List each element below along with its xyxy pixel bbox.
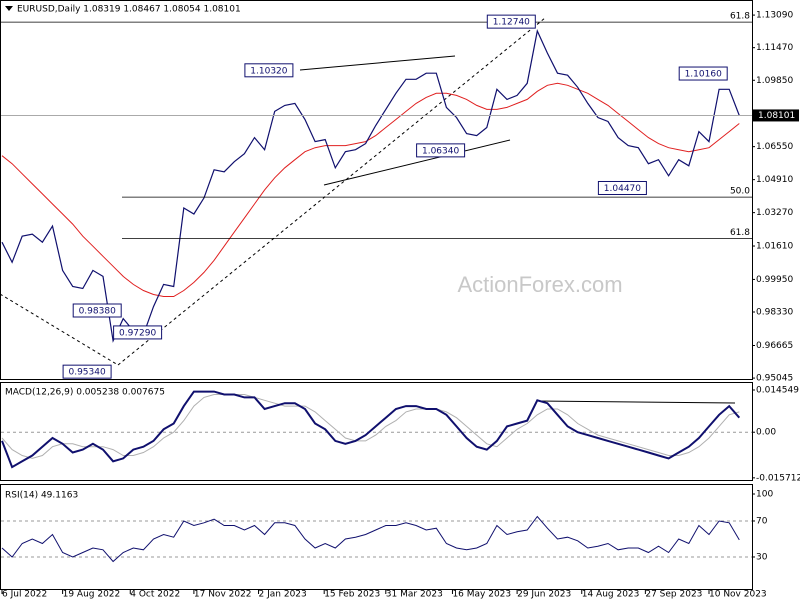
y-tick-label: 0.014549: [756, 385, 799, 395]
y-tick-label: 1.13090: [756, 11, 793, 21]
x-tick-label: 17 Nov 2022: [194, 590, 252, 600]
trend-line: [0, 293, 119, 366]
y-tick-label: 1.06550: [756, 142, 793, 152]
price-label-box: [416, 143, 466, 158]
y-tick-label: 1.11470: [756, 43, 793, 53]
macd-panel: [0, 382, 753, 481]
x-tick-label: 31 Mar 2023: [386, 590, 443, 600]
trend-line: [117, 17, 546, 366]
rsi-title: RSI(14) 49.1163: [5, 491, 78, 501]
series-line: [1, 394, 740, 459]
macd-title: MACD(12,26,9) 0.005238 0.007675: [5, 388, 165, 398]
price-label: 1.12740: [493, 18, 530, 28]
series-line: [1, 29, 740, 343]
rsi-panel: [0, 484, 753, 590]
y-tick-label: 1.09850: [756, 76, 793, 86]
x-tick-label: 27 Sep 2023: [645, 590, 702, 600]
menu-triangle: [5, 6, 13, 11]
series-line: [1, 82, 740, 297]
y-tick-label: -0.015712: [756, 473, 800, 483]
price-label-box: [597, 180, 647, 195]
price-label: 1.10160: [685, 70, 722, 80]
series-line: [1, 515, 740, 563]
price-label: 1.10320: [250, 66, 287, 76]
y-tick-label: 0.00: [756, 428, 776, 438]
x-tick-label: 19 Aug 2022: [63, 590, 121, 600]
x-tick-label: 10 Nov 2023: [709, 590, 767, 600]
y-tick-label: 0.95045: [756, 374, 793, 384]
x-tick-label: 15 Feb 2023: [324, 590, 380, 600]
price-label: 1.06340: [422, 146, 459, 156]
x-tick-label: 14 Aug 2023: [582, 590, 640, 600]
price-label-box: [72, 303, 122, 318]
price-label-box: [486, 14, 536, 29]
price-label: 1.04470: [604, 184, 641, 194]
fib-label: 61.8: [730, 228, 750, 238]
trend-line: [299, 55, 456, 71]
price-label: 0.98380: [79, 307, 116, 317]
y-tick-label: 0.99950: [756, 275, 793, 285]
price-label-box: [244, 63, 294, 78]
price-label-box: [62, 364, 112, 379]
series-line: [1, 390, 741, 469]
fib-label: 61.8: [730, 12, 750, 22]
x-tick-label: 6 Jul 2022: [2, 590, 47, 600]
price-label: 0.97290: [119, 328, 156, 338]
y-tick-label: 1.01610: [756, 242, 793, 252]
y-tick-label: 70: [756, 516, 768, 526]
y-tick-label: 1.04910: [756, 175, 793, 185]
y-tick-label: 0.98330: [756, 308, 793, 318]
trend-line: [323, 139, 511, 186]
price-label-box: [678, 66, 728, 81]
chart-title: EURUSD,Daily 1.08319 1.08467 1.08054 1.0…: [17, 5, 241, 15]
x-tick-label: 29 Jun 2023: [517, 590, 571, 600]
x-tick-label: 2 Jan 2023: [259, 590, 307, 600]
price-panel: [0, 0, 753, 380]
y-tick-label: 1.03270: [756, 208, 793, 218]
y-tick-label: 0.96665: [756, 341, 793, 351]
watermark: ActionForex.com: [457, 272, 622, 297]
x-tick-label: 4 Oct 2022: [130, 590, 180, 600]
price-label-box: [113, 325, 163, 340]
y-tick-label: 100: [756, 489, 773, 499]
current-price-label: 1.08101: [758, 111, 795, 121]
fib-label: 50.0: [730, 187, 750, 197]
y-tick-label: 30: [756, 552, 768, 562]
current-price-tag: [753, 109, 799, 122]
trend-line: [536, 400, 736, 404]
x-tick-label: 16 May 2023: [452, 590, 511, 600]
price-label: 0.95340: [68, 368, 105, 378]
